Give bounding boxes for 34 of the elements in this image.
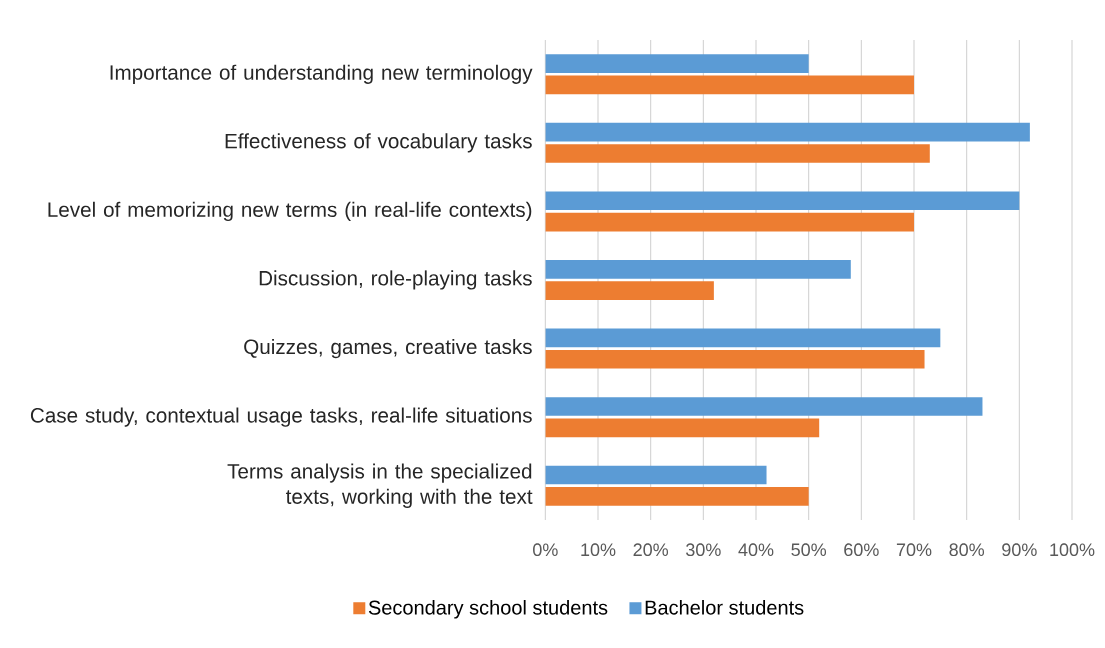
bar — [545, 259, 851, 279]
x-tick-label: 40% — [738, 543, 774, 557]
x-tick-label: 30% — [686, 543, 721, 557]
bar — [545, 54, 809, 73]
y-tick-label: Effectiveness of vocabulary tasks — [225, 133, 532, 153]
y-tick-label: Discussion, role-playing tasks — [259, 270, 532, 290]
x-tick-label: 20% — [633, 543, 669, 557]
y-tick-label: Importance of understanding new terminology — [110, 64, 533, 84]
bar — [545, 191, 1020, 211]
x-tick-label: 70% — [896, 543, 932, 557]
x-tick-label: 10% — [581, 543, 616, 557]
bar — [545, 465, 767, 485]
bar — [545, 397, 983, 416]
x-tick-label: 50% — [791, 543, 827, 557]
y-tick-label: Quizzes, games, creative tasks — [244, 338, 532, 359]
bar — [545, 122, 1030, 142]
y-tick-label: Terms analysis in the specialized texts, working with the text — [227, 463, 533, 508]
x-tick-label: 100% — [1050, 543, 1095, 557]
y-tick-label: Level of memorizing new terms (in real-life contexts) — [48, 201, 532, 222]
x-tick-label: 0% — [533, 543, 558, 557]
bar — [545, 487, 809, 506]
x-tick-label: 60% — [844, 543, 879, 557]
bar — [545, 328, 941, 348]
x-tick-label: 80% — [949, 543, 985, 557]
bar — [545, 281, 714, 300]
bar — [545, 75, 914, 95]
x-tick-label: 90% — [1002, 543, 1037, 557]
bar — [545, 212, 914, 232]
y-tick-label: Case study, contextual usage tasks, real-life situations — [30, 407, 532, 427]
bar — [545, 349, 925, 369]
bar — [545, 418, 820, 438]
bar — [545, 144, 930, 163]
legend-label: Bachelor students — [645, 599, 804, 615]
legend-label: Secondary school students — [368, 599, 608, 619]
